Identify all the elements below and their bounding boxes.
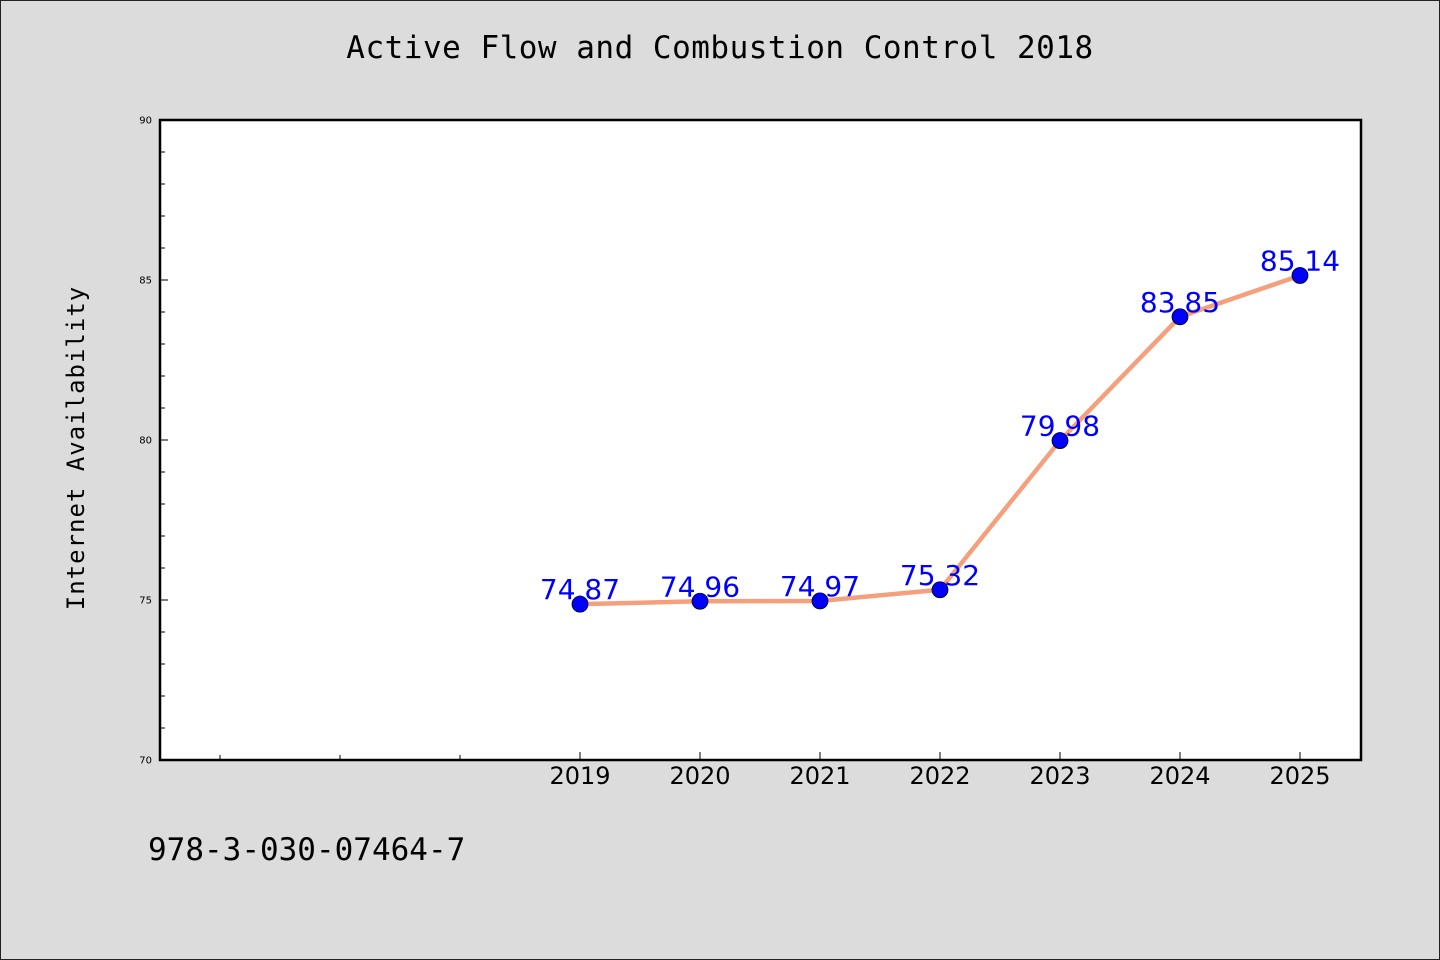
data-label: 79.98 [1020, 410, 1100, 443]
data-labels-group: 74.87 74.96 74.97 75.32 79.98 83.85 85.14 [540, 245, 1340, 607]
plot-area [158, 118, 1363, 762]
data-label: 83.85 [1140, 286, 1220, 319]
x-tick-label: 2019 [549, 762, 610, 790]
data-label: 74.97 [780, 570, 860, 603]
data-point [811, 592, 829, 610]
x-tick-label: 2020 [669, 762, 730, 790]
data-point [1051, 432, 1069, 450]
data-label: 74.96 [660, 570, 740, 603]
y-tick-label: 85 [139, 276, 152, 287]
x-tick-label: 2023 [1029, 762, 1090, 790]
data-point [931, 581, 949, 599]
y-tick-label: 90 [139, 116, 152, 127]
data-point [571, 595, 589, 613]
y-tick-label: 70 [139, 756, 152, 767]
data-label: 85.14 [1260, 245, 1340, 278]
data-point [1171, 308, 1189, 326]
x-tick-label: 2024 [1149, 762, 1210, 790]
footer-isbn: 978-3-030-07464-7 [148, 832, 466, 868]
series-group [571, 267, 1309, 613]
data-point [691, 592, 709, 610]
y-axis-ticks: 70 75 80 85 90 [139, 116, 168, 767]
x-tick-label: 2025 [1269, 762, 1330, 790]
chart-title: Active Flow and Combustion Control 2018 [346, 30, 1094, 66]
data-label: 74.87 [540, 573, 620, 606]
y-tick-label: 75 [139, 596, 152, 607]
x-axis-ticks: 2019 2020 2021 2022 2023 2024 2025 [219, 752, 1331, 790]
x-tick-label: 2022 [909, 762, 970, 790]
data-point [1291, 267, 1309, 284]
data-label: 75.32 [900, 559, 980, 592]
y-tick-label: 80 [139, 436, 152, 447]
x-tick-label: 2021 [789, 762, 850, 790]
